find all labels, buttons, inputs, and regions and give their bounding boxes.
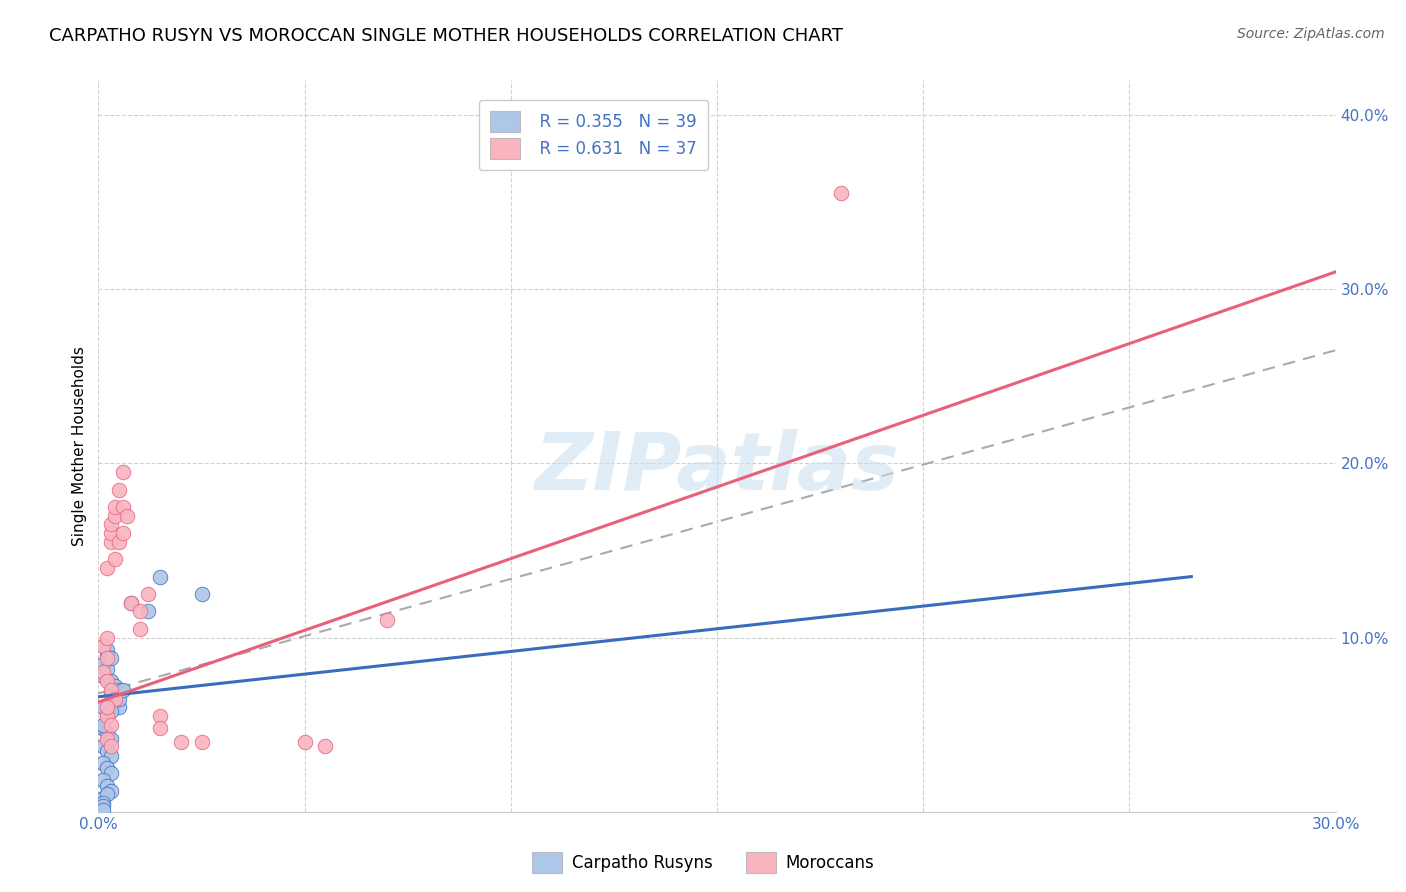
Point [104, 508, 127, 523]
Point [100, 784, 122, 798]
Point [830, 186, 852, 201]
Point [100, 534, 122, 549]
Point [91, 790, 114, 805]
Point [91, 640, 114, 654]
Point [96, 662, 118, 676]
Point [96, 761, 118, 775]
Point [120, 596, 142, 610]
Point [149, 721, 172, 735]
Point [100, 686, 122, 700]
Y-axis label: Single Mother Households: Single Mother Households [72, 346, 87, 546]
Point [294, 735, 316, 749]
Point [190, 735, 212, 749]
Point [112, 465, 135, 479]
Point [91, 669, 114, 683]
Point [100, 717, 122, 731]
Point [100, 682, 122, 697]
Legend: Carpatho Rusyns, Moroccans: Carpatho Rusyns, Moroccans [524, 846, 882, 880]
Point [104, 500, 127, 514]
Point [96, 709, 118, 723]
Point [91, 700, 114, 714]
Point [104, 691, 127, 706]
Point [91, 739, 114, 753]
Point [149, 569, 172, 583]
Legend:   R = 0.355   N = 39,   R = 0.631   N = 37: R = 0.355 N = 39, R = 0.631 N = 37 [478, 100, 709, 170]
Point [96, 700, 118, 714]
Point [100, 517, 122, 532]
Point [128, 604, 150, 618]
Point [100, 704, 122, 718]
Text: Source: ZipAtlas.com: Source: ZipAtlas.com [1237, 27, 1385, 41]
Point [96, 731, 118, 746]
Point [96, 709, 118, 723]
Point [96, 787, 118, 801]
Point [112, 500, 135, 514]
Point [136, 587, 159, 601]
Text: CARPATHO RUSYN VS MOROCCAN SINGLE MOTHER HOUSEHOLDS CORRELATION CHART: CARPATHO RUSYN VS MOROCCAN SINGLE MOTHER… [49, 27, 844, 45]
Point [100, 766, 122, 780]
Point [104, 552, 127, 566]
Point [104, 679, 127, 693]
Point [96, 779, 118, 793]
Text: ZIPatlas: ZIPatlas [534, 429, 900, 507]
Point [91, 803, 114, 817]
Point [96, 631, 118, 645]
Point [100, 739, 122, 753]
Point [100, 749, 122, 764]
Point [91, 665, 114, 680]
Point [136, 604, 159, 618]
Point [100, 651, 122, 665]
Point [96, 726, 118, 740]
Point [108, 700, 131, 714]
Point [96, 674, 118, 689]
Point [91, 799, 114, 814]
Point [96, 642, 118, 657]
Point [100, 731, 122, 746]
Point [91, 756, 114, 770]
Point [108, 534, 131, 549]
Point [149, 709, 172, 723]
Point [104, 691, 127, 706]
Point [96, 648, 118, 662]
Point [96, 651, 118, 665]
Point [91, 796, 114, 810]
Point [100, 526, 122, 541]
Point [96, 561, 118, 575]
Point [190, 587, 212, 601]
Point [128, 622, 150, 636]
Point [108, 691, 131, 706]
Point [375, 613, 398, 627]
Point [120, 596, 142, 610]
Point [170, 735, 193, 749]
Point [108, 682, 131, 697]
Point [112, 526, 135, 541]
Point [91, 721, 114, 735]
Point [96, 744, 118, 758]
Point [91, 657, 114, 671]
Point [108, 483, 131, 497]
Point [100, 674, 122, 689]
Point [91, 717, 114, 731]
Point [112, 682, 135, 697]
Point [117, 508, 139, 523]
Point [91, 773, 114, 788]
Point [314, 739, 336, 753]
